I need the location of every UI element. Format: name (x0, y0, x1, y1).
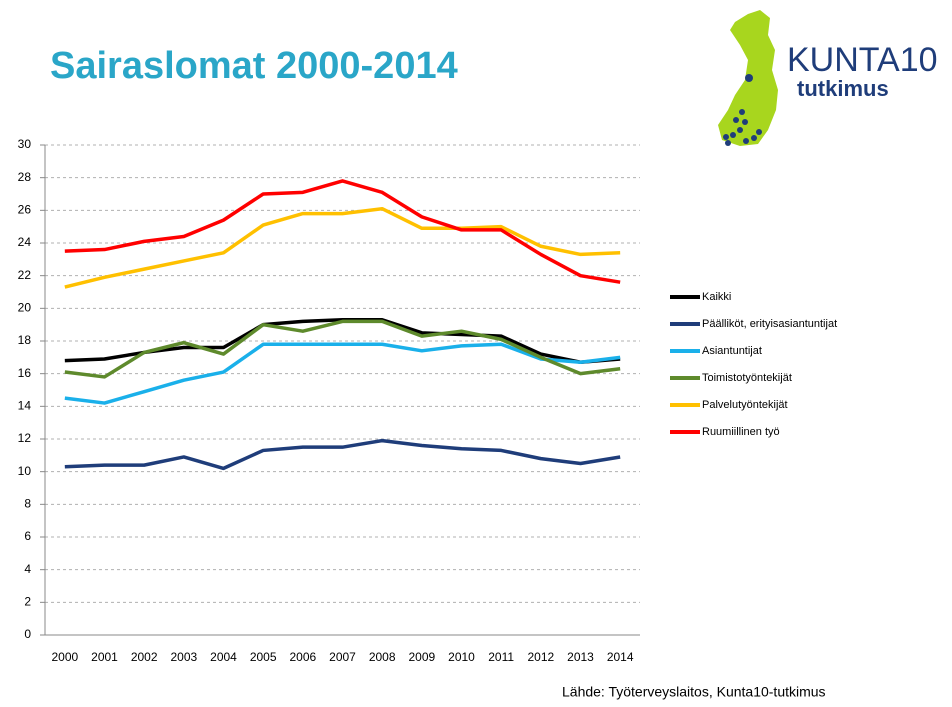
x-tick-label: 2001 (91, 650, 118, 664)
x-tick-label: 2010 (448, 650, 475, 664)
x-tick-label: 2013 (567, 650, 594, 664)
y-tick-label: 12 (18, 431, 32, 445)
legend-label: Kaikki (702, 291, 731, 303)
y-tick-label: 18 (18, 333, 32, 347)
x-tick-label: 2012 (527, 650, 554, 664)
y-tick-label: 30 (18, 137, 32, 151)
y-tick-label: 6 (24, 529, 31, 543)
x-tick-label: 2005 (250, 650, 277, 664)
x-tick-label: 2007 (329, 650, 356, 664)
y-tick-label: 22 (18, 268, 32, 282)
x-tick-label: 2011 (488, 650, 514, 664)
x-tick-label: 2002 (131, 650, 158, 664)
y-tick-label: 26 (18, 203, 32, 217)
y-tick-label: 14 (18, 399, 32, 413)
x-tick-label: 2003 (170, 650, 197, 664)
series-line (64, 342, 621, 405)
legend-label: Ruumiillinen työ (702, 426, 780, 438)
logo-name: KUNTA10 (787, 41, 938, 79)
legend-label: Palvelutyöntekijät (702, 399, 788, 411)
x-tick-label: 2004 (210, 650, 237, 664)
legend-label: Toimistotyöntekijät (702, 372, 792, 384)
x-tick-label: 2009 (408, 650, 435, 664)
series-line (64, 319, 621, 379)
x-tick-label: 2014 (607, 650, 634, 664)
series-line (64, 438, 621, 471)
y-tick-label: 0 (24, 627, 31, 641)
y-tick-label: 28 (18, 170, 32, 184)
y-tick-label: 4 (24, 562, 31, 576)
series-line (64, 206, 621, 289)
y-tick-label: 2 (24, 595, 31, 609)
x-tick-label: 2006 (289, 650, 316, 664)
source: Lähde: Työterveyslaitos, Kunta10-tutkimu… (562, 684, 826, 700)
legend-label: Asiantuntijat (702, 345, 762, 357)
y-tick-label: 10 (18, 464, 32, 478)
y-tick-label: 8 (24, 497, 31, 511)
x-tick-label: 2008 (369, 650, 396, 664)
y-tick-label: 16 (18, 366, 32, 380)
y-tick-label: 20 (18, 301, 32, 315)
logo-subtitle: tutkimus (797, 76, 889, 101)
legend-label: Päälliköt, erityisasiantuntijat (702, 318, 837, 330)
logo-dots (723, 74, 762, 146)
series-line (64, 179, 621, 284)
y-tick-label: 24 (18, 235, 32, 249)
logo: KUNTA10 tutkimus (718, 10, 938, 146)
x-tick-label: 2000 (51, 650, 78, 664)
chart-title: Sairaslomat 2000-2014 (50, 45, 458, 87)
